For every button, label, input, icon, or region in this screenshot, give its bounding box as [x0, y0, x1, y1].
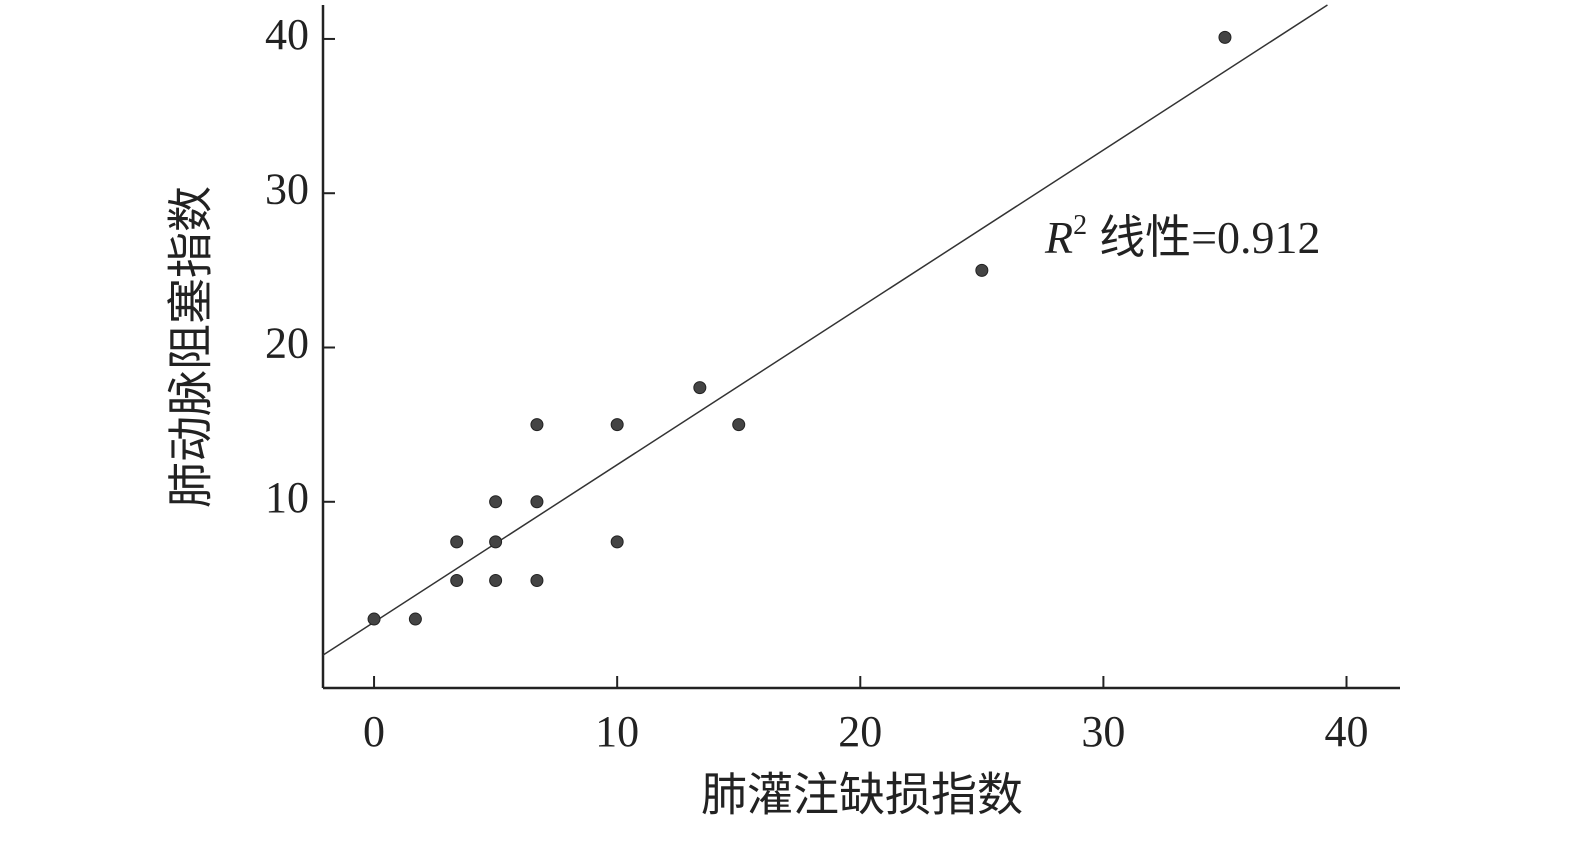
point [1218, 30, 1232, 44]
annotation-sup: 2 [1073, 210, 1087, 241]
point [693, 381, 707, 395]
point [530, 418, 544, 432]
annotation: R2 线性=0.912 [1044, 210, 1321, 262]
point [367, 612, 381, 626]
y-tick-label: 40 [265, 10, 309, 59]
point [489, 573, 503, 587]
point [450, 535, 464, 549]
point [530, 573, 544, 587]
annotation-symbol: R [1044, 212, 1073, 263]
x-tick-label: 0 [363, 707, 385, 756]
point [489, 535, 503, 549]
point [450, 573, 464, 587]
point [610, 535, 624, 549]
y-tick-label: 30 [265, 164, 309, 213]
y-tick-label: 20 [265, 319, 309, 368]
point [732, 418, 746, 432]
y-axis-title: 肺动脉阻塞指数 [166, 186, 217, 508]
point [610, 418, 624, 432]
fit-line [322, 4, 1328, 656]
point [530, 495, 544, 509]
x-tick-label: 20 [838, 707, 882, 756]
point [975, 263, 989, 277]
x-tick-label: 30 [1081, 707, 1125, 756]
x-tick-label: 10 [595, 707, 639, 756]
annotation-text: 线性=0.912 [1099, 212, 1320, 263]
x-axis-title: 肺灌注缺损指数 [701, 770, 1023, 821]
point [408, 612, 422, 626]
point [489, 495, 503, 509]
y-tick-label: 10 [265, 473, 309, 522]
x-tick-label: 40 [1325, 707, 1369, 756]
